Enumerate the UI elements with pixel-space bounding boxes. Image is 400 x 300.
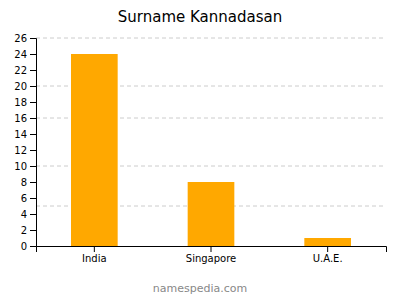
- y-tick-label: 12: [14, 145, 27, 156]
- y-tick-mark: [30, 230, 36, 231]
- y-tick-label: 24: [14, 49, 27, 60]
- y-tick-label: 2: [21, 225, 27, 236]
- x-tick-label: U.A.E.: [313, 253, 343, 264]
- y-tick: 16: [14, 113, 36, 124]
- x-axis-line: [37, 247, 387, 253]
- y-tick-mark: [30, 134, 36, 135]
- y-tick-label: 4: [21, 209, 27, 220]
- y-tick-label: 6: [21, 193, 27, 204]
- y-tick-label: 20: [14, 81, 27, 92]
- y-tick-mark: [30, 182, 36, 183]
- y-tick: 2: [21, 225, 36, 236]
- y-tick: 0: [21, 241, 36, 252]
- bar: [71, 54, 118, 246]
- y-tick-label: 14: [14, 129, 27, 140]
- y-tick-mark: [30, 38, 36, 39]
- y-tick-label: 16: [14, 113, 27, 124]
- watermark: namespedia.com: [153, 282, 247, 295]
- y-tick-label: 10: [14, 161, 27, 172]
- y-tick-mark: [30, 150, 36, 151]
- y-tick: 12: [14, 145, 36, 156]
- x-tick-mark: [327, 246, 328, 252]
- bars: [71, 54, 351, 246]
- x-tick-label: Singapore: [186, 253, 236, 264]
- y-tick: 22: [14, 65, 36, 76]
- chart-container: 02468101214161820222426IndiaSingaporeU.A…: [0, 0, 400, 300]
- bar: [188, 182, 235, 246]
- y-tick: 4: [21, 209, 36, 220]
- x-tick-mark: [211, 246, 212, 252]
- bar: [304, 238, 351, 246]
- y-tick-label: 26: [14, 33, 27, 44]
- y-tick: 14: [14, 129, 36, 140]
- y-tick-label: 18: [14, 97, 27, 108]
- y-tick-mark: [30, 118, 36, 119]
- y-axis: 02468101214161820222426: [14, 33, 36, 252]
- y-tick-mark: [30, 70, 36, 71]
- title: Surname Kannadasan: [118, 8, 282, 26]
- y-tick-mark: [30, 246, 36, 247]
- y-tick: 26: [14, 33, 36, 44]
- grid-line: [36, 38, 386, 39]
- y-tick: 24: [14, 49, 36, 60]
- y-tick: 10: [14, 161, 36, 172]
- y-tick-label: 0: [21, 241, 27, 252]
- y-tick: 18: [14, 97, 36, 108]
- x-tick-label: India: [82, 253, 107, 264]
- y-tick-mark: [30, 54, 36, 55]
- y-axis-line: [30, 39, 37, 247]
- y-tick: 8: [21, 177, 36, 188]
- y-tick-mark: [30, 214, 36, 215]
- y-tick: 6: [21, 193, 36, 204]
- x-tick: Singapore: [186, 246, 236, 264]
- chart-svg: 02468101214161820222426IndiaSingaporeU.A…: [0, 0, 400, 300]
- x-tick: India: [82, 246, 107, 264]
- y-tick-label: 22: [14, 65, 27, 76]
- x-tick-mark: [94, 246, 95, 252]
- y-tick-mark: [30, 166, 36, 167]
- x-tick: U.A.E.: [313, 246, 343, 264]
- y-tick-label: 8: [21, 177, 27, 188]
- x-axis: India Singapore U.A.E.: [37, 246, 387, 264]
- y-tick-mark: [30, 102, 36, 103]
- y-tick: 20: [14, 81, 36, 92]
- y-tick-mark: [30, 86, 36, 87]
- y-tick-mark: [30, 198, 36, 199]
